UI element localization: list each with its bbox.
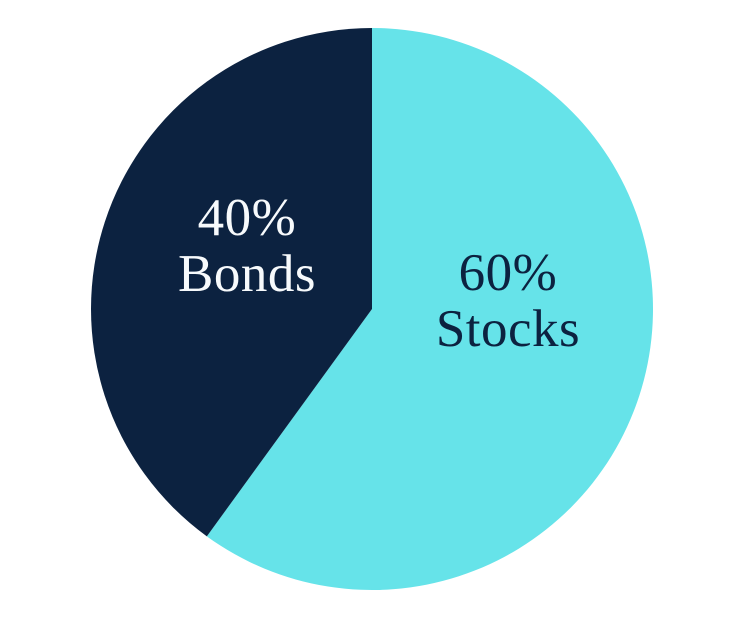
pie-label-bonds: 40% Bonds (178, 189, 316, 304)
pie-label-bonds-percent: 40% (197, 189, 297, 247)
pie-slice-stocks[interactable] (206, 28, 654, 590)
pie-label-bonds-name: Bonds (178, 245, 316, 304)
pie-slice-bonds[interactable] (91, 28, 373, 537)
pie-label-stocks: 60% Stocks (435, 244, 581, 359)
pie-label-stocks-name: Stocks (435, 300, 581, 359)
pie-label-stocks-percent: 60% (458, 244, 558, 302)
